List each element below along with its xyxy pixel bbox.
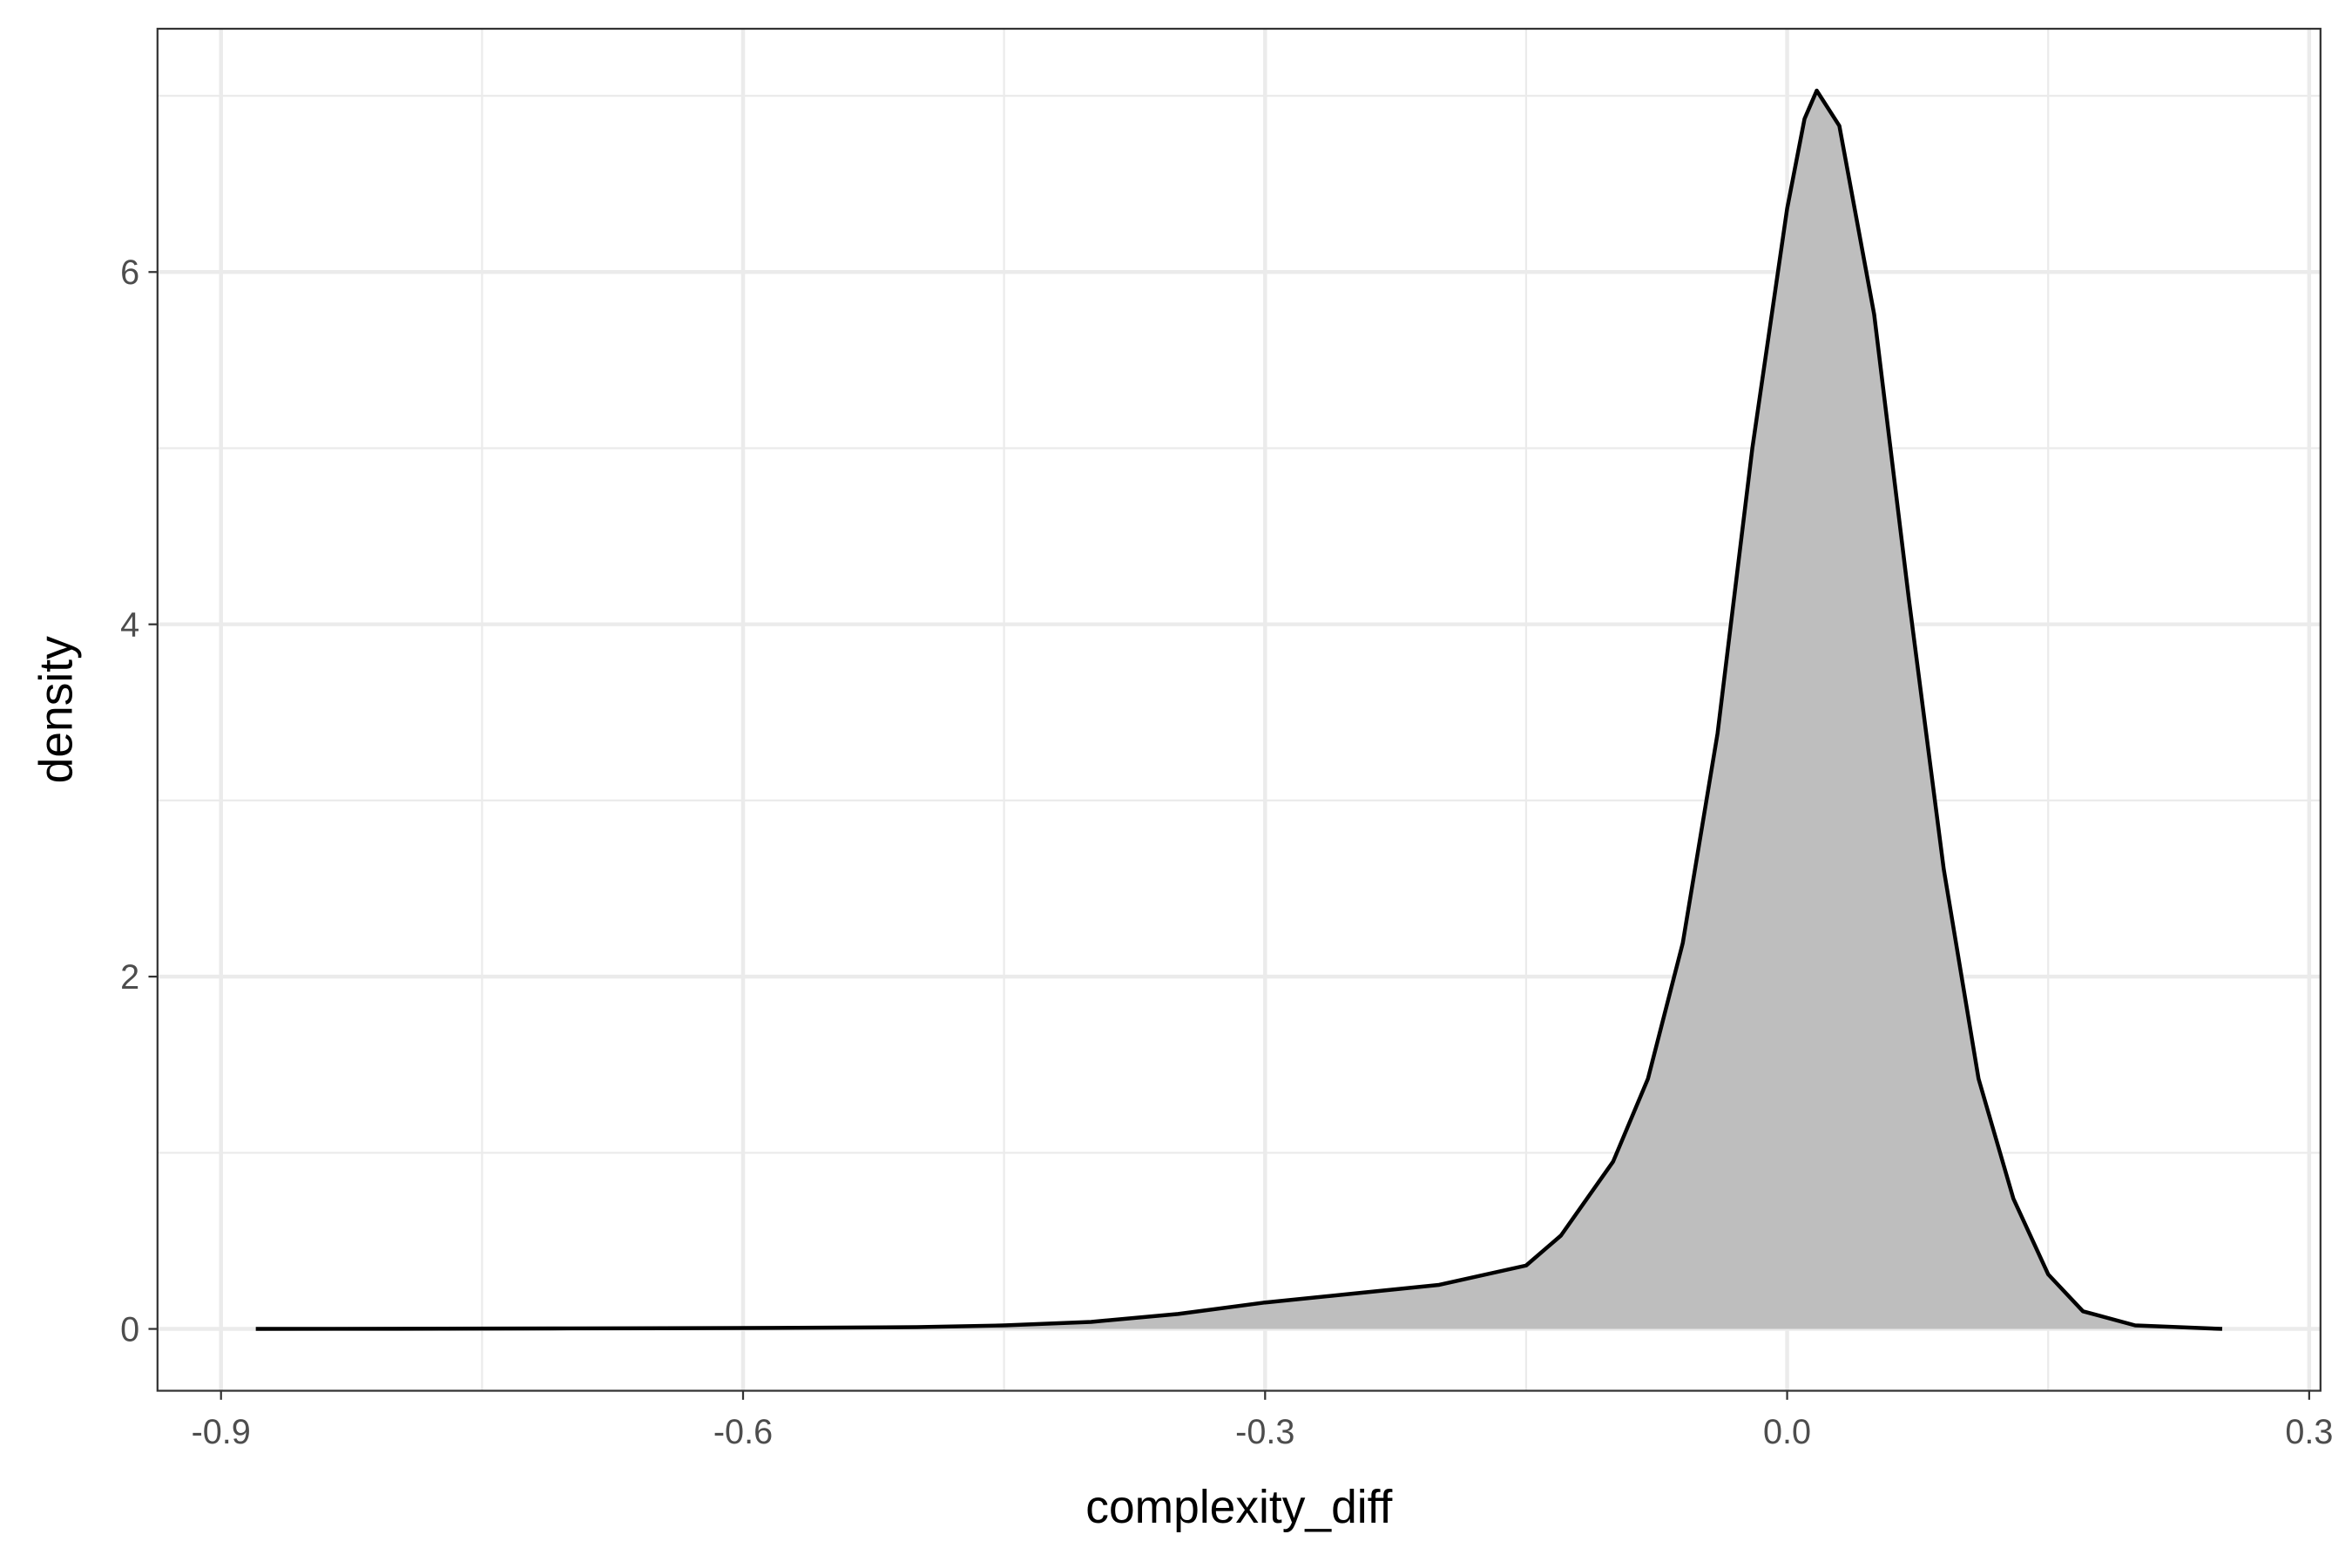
x-tick-label: -0.6 <box>713 1413 773 1451</box>
density-area <box>255 90 2222 1329</box>
x-axis-title: complexity_diff <box>1085 1482 1392 1533</box>
x-tick-label: -0.3 <box>1235 1413 1294 1451</box>
x-tick-label: -0.9 <box>192 1413 251 1451</box>
y-tick-label: 0 <box>120 1310 139 1348</box>
panel-border <box>156 27 2322 1392</box>
y-axis-title: density <box>31 636 83 783</box>
y-tick-label: 6 <box>120 253 139 292</box>
marks <box>255 88 2223 1331</box>
x-tick-label: 0.0 <box>1763 1413 1811 1451</box>
density-line <box>255 88 2223 1331</box>
y-tick-label: 4 <box>120 605 139 644</box>
y-tick-label: 2 <box>120 958 139 997</box>
x-tick-label: 0.3 <box>2285 1413 2333 1451</box>
axes: -0.9 -0.6 -0.3 0.0 0.3 0 2 4 6 <box>120 253 2333 1451</box>
